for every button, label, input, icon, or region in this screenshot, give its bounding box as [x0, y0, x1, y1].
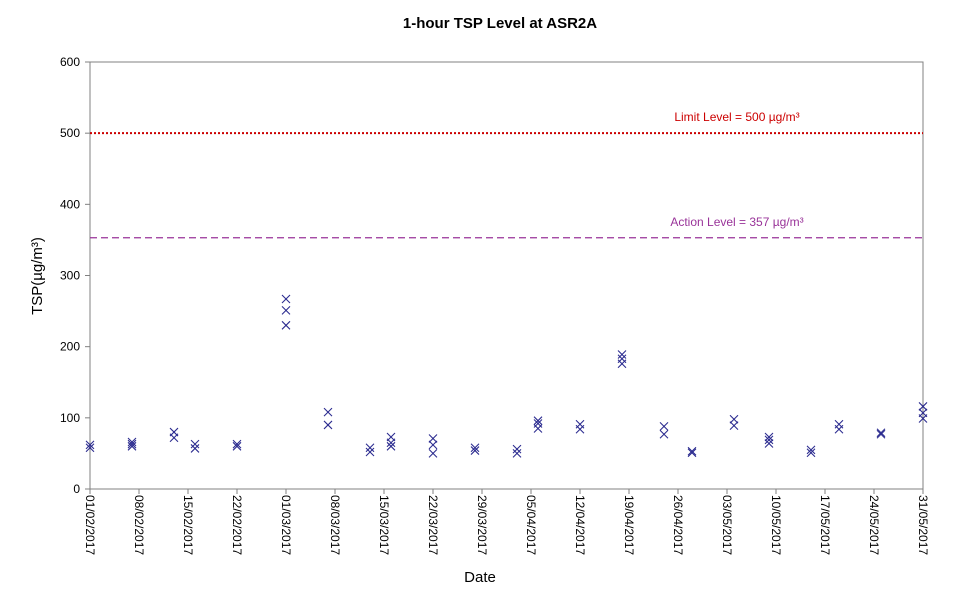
- y-tick-label: 400: [60, 197, 80, 211]
- data-point: [764, 435, 774, 445]
- y-tick-label: 500: [60, 126, 80, 140]
- data-point: [806, 448, 816, 458]
- data-point: [834, 419, 844, 429]
- data-point: [428, 449, 438, 458]
- data-point: [232, 439, 242, 449]
- data-point: [617, 350, 627, 359]
- data-point: [533, 419, 543, 428]
- data-point: [729, 414, 739, 424]
- data-point: [918, 408, 928, 418]
- data-point: [512, 449, 522, 458]
- y-axis: 0 100 200 300 400 500 600: [60, 55, 90, 496]
- data-point: [687, 448, 697, 458]
- data-point: [512, 444, 522, 454]
- y-tick-label: 0: [73, 482, 80, 496]
- data-point: [169, 427, 179, 437]
- x-tick-label: 17/05/2017: [818, 495, 832, 555]
- x-tick-label: 24/05/2017: [867, 495, 881, 555]
- data-point: [127, 441, 137, 451]
- y-tick-label: 100: [60, 411, 80, 425]
- x-tick-label: 08/03/2017: [328, 495, 342, 555]
- data-point: [764, 439, 774, 448]
- data-point: [876, 429, 886, 439]
- data-point: [127, 437, 137, 447]
- x-tick-label: 29/03/2017: [475, 495, 489, 555]
- reference-lines: Limit Level = 500 µg/m³ Action Level = 35…: [90, 110, 923, 239]
- chart-title: 1-hour TSP Level at ASR2A: [403, 15, 597, 32]
- data-point: [806, 445, 816, 455]
- data-point: [470, 443, 480, 453]
- data-point: [85, 440, 95, 450]
- x-tick-label: 01/02/2017: [83, 495, 97, 555]
- data-point: [617, 354, 627, 364]
- data-point: [365, 443, 375, 453]
- data-point: [386, 441, 396, 451]
- data-point: [764, 432, 774, 442]
- plot-area: [89, 61, 924, 490]
- data-point: [127, 439, 137, 449]
- data-points: [85, 294, 928, 458]
- x-tick-label: 31/05/2017: [916, 495, 930, 555]
- data-point: [876, 428, 886, 438]
- y-tick-label: 600: [60, 55, 80, 69]
- x-tick-label: 15/03/2017: [377, 495, 391, 555]
- x-tick-label: 12/04/2017: [573, 495, 587, 555]
- x-tick-label: 22/03/2017: [426, 495, 440, 555]
- data-point: [323, 420, 333, 430]
- data-point: [232, 441, 242, 451]
- data-point: [687, 446, 697, 456]
- x-tick-label: 26/04/2017: [671, 495, 685, 555]
- x-tick-label: 10/05/2017: [769, 495, 783, 555]
- data-point: [190, 444, 200, 453]
- data-point: [386, 432, 396, 442]
- data-point: [470, 446, 480, 455]
- data-point: [365, 447, 375, 457]
- x-tick-label: 05/04/2017: [524, 495, 538, 555]
- data-point: [533, 416, 543, 426]
- data-point: [281, 305, 291, 315]
- data-point: [428, 434, 438, 443]
- data-point: [190, 439, 200, 449]
- limit-level-label: Limit Level = 500 µg/m³: [674, 110, 799, 124]
- data-point: [323, 407, 333, 417]
- data-point: [281, 320, 291, 330]
- data-point: [281, 294, 291, 304]
- data-point: [659, 421, 669, 431]
- x-axis-label: Date: [464, 569, 496, 586]
- y-tick-label: 300: [60, 269, 80, 283]
- data-point: [575, 419, 585, 429]
- data-point: [918, 402, 928, 411]
- y-tick-label: 200: [60, 340, 80, 354]
- y-axis-label: TSP(µg/m³): [29, 237, 46, 315]
- data-point: [729, 421, 739, 431]
- data-point: [428, 440, 438, 450]
- data-point: [85, 443, 95, 453]
- x-tick-label: 03/05/2017: [720, 495, 734, 555]
- data-point: [659, 429, 669, 439]
- action-level-label: Action Level = 357 µg/m³: [670, 215, 803, 229]
- x-axis: 01/02/2017 08/02/2017 15/02/2017 22/02/2017…: [83, 489, 930, 555]
- x-tick-label: 15/02/2017: [181, 495, 195, 555]
- x-tick-label: 19/04/2017: [622, 495, 636, 555]
- x-tick-label: 01/03/2017: [279, 495, 293, 555]
- x-tick-label: 08/02/2017: [132, 495, 146, 555]
- x-tick-label: 22/02/2017: [230, 495, 244, 555]
